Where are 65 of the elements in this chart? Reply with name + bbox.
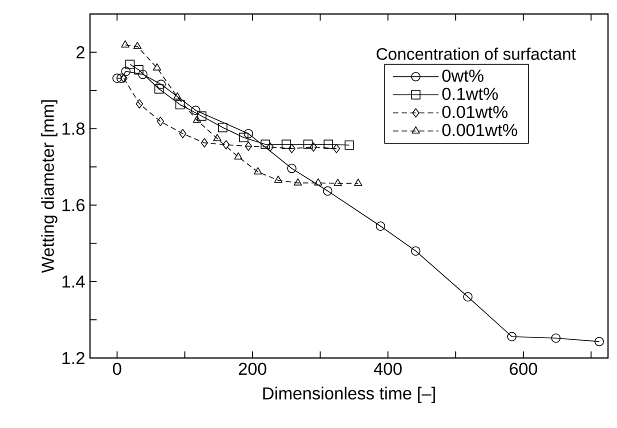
point: [303, 140, 313, 150]
legend-label: 0wt%: [442, 70, 484, 82]
point: [121, 40, 130, 48]
x-tick-label: 200: [238, 362, 266, 375]
legend-title: Concentration of surfactant: [376, 48, 576, 60]
point: [239, 132, 248, 142]
point: [332, 144, 340, 154]
point: [156, 80, 166, 90]
point: [200, 138, 208, 148]
x-axis-title: Dimensionless time [–]: [263, 386, 435, 403]
point: [274, 176, 282, 183]
point: [173, 92, 182, 100]
point: [282, 140, 292, 150]
legend-label: 0.01wt%: [442, 106, 508, 118]
point: [121, 66, 131, 76]
point: [244, 142, 252, 151]
legend-label: 0.1wt%: [442, 88, 498, 100]
point: [463, 292, 473, 302]
point: [234, 152, 242, 160]
point: [288, 144, 296, 154]
x-tick-label: 600: [510, 362, 538, 375]
point: [324, 140, 334, 150]
point: [334, 178, 342, 186]
y-tick-label: 1.6: [62, 198, 85, 212]
point: [190, 106, 200, 115]
point: [376, 221, 386, 231]
point: [222, 140, 230, 150]
point: [156, 116, 164, 126]
point: [125, 60, 135, 70]
point: [192, 116, 202, 123]
point: [266, 142, 274, 152]
point: [354, 178, 362, 186]
y-tick-label: 1.4: [62, 276, 85, 288]
point: [116, 74, 126, 83]
point: [260, 140, 270, 150]
y-tick-label: 2: [76, 46, 84, 58]
point: [136, 99, 144, 108]
point: [197, 111, 206, 121]
point: [175, 100, 185, 110]
point: [134, 65, 144, 74]
point: [120, 74, 128, 83]
point: [314, 178, 322, 186]
y-tick-label: 1.2: [62, 352, 84, 364]
point: [551, 333, 561, 343]
point: [294, 178, 302, 186]
point: [310, 142, 318, 152]
point: [152, 63, 162, 70]
point: [344, 140, 354, 150]
legend-label: 0.001wt%: [442, 124, 518, 136]
x-tick-label: 400: [374, 362, 402, 375]
point: [179, 128, 186, 138]
x-tick-label: 0: [112, 362, 122, 375]
point: [507, 332, 517, 342]
y-tick-label: 1.8: [62, 122, 85, 135]
y-axis-title: Wetting diameter [mm]: [41, 100, 58, 273]
point: [411, 246, 420, 256]
point: [287, 164, 296, 174]
point: [244, 128, 254, 138]
point: [323, 186, 332, 196]
point: [154, 84, 164, 94]
point: [133, 42, 142, 50]
point: [594, 336, 604, 346]
point: [138, 70, 148, 80]
point: [112, 74, 122, 83]
point: [254, 167, 262, 174]
